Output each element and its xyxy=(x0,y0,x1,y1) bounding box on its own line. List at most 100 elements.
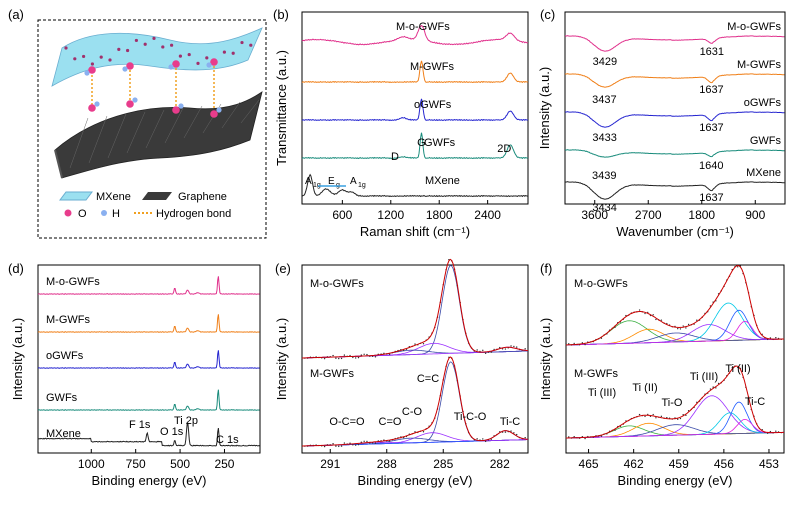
ftir-series-label: M-GWFs xyxy=(737,59,781,71)
ftir-peak-label: 3429 xyxy=(593,56,617,68)
fit-component xyxy=(566,328,784,346)
data-point xyxy=(335,357,337,359)
data-point xyxy=(709,388,712,390)
x-tick-label: 288 xyxy=(377,457,397,471)
raman-g-label: G xyxy=(417,137,426,149)
data-point xyxy=(363,440,365,443)
data-point xyxy=(414,343,416,345)
data-point xyxy=(504,348,507,350)
graphene-legend-icon xyxy=(142,192,172,200)
data-point xyxy=(323,445,326,448)
c1s-peak-label: O-C=O xyxy=(329,416,365,428)
schematic-frame xyxy=(37,19,267,239)
ftir-peak-label: 3433 xyxy=(592,132,616,144)
ti2p-peak-label: Ti (II) xyxy=(632,382,657,394)
data-point xyxy=(366,353,368,356)
raman-series-label: GWFs xyxy=(424,137,456,149)
data-point xyxy=(677,418,679,420)
data-point xyxy=(354,357,357,359)
data-point xyxy=(490,351,492,353)
graphene-layer xyxy=(54,91,263,179)
panel-label-a: (a) xyxy=(8,7,24,22)
data-point xyxy=(354,444,357,446)
raman-a1g-label-2: A xyxy=(350,176,357,187)
data-point xyxy=(323,357,326,360)
x-axis-label: Raman shift (cm⁻¹) xyxy=(360,224,470,239)
data-point xyxy=(679,328,682,330)
data-point xyxy=(679,417,682,420)
survey-series-label: MXene xyxy=(46,428,81,440)
oxygen-legend-icon xyxy=(64,209,72,217)
data-point xyxy=(644,415,646,418)
data-point xyxy=(501,348,504,350)
c1s-peak-label: Ti-C xyxy=(500,416,520,428)
survey-ti2p-label: Ti 2p xyxy=(174,415,198,427)
x-tick-label: 3600 xyxy=(581,208,608,222)
plot-frame xyxy=(565,264,785,454)
panel-label-e: (e) xyxy=(275,261,291,276)
data-point xyxy=(638,309,641,311)
data-point xyxy=(357,443,360,446)
fit-envelope xyxy=(302,356,529,447)
data-point xyxy=(504,431,507,433)
ftir-peak-label: 1640 xyxy=(699,160,723,172)
data-point xyxy=(565,342,567,345)
data-point xyxy=(343,442,346,444)
legend-hbond: Hydrogen bond xyxy=(156,208,231,220)
xps-survey-plot: 1000 750 500 250 Binding energy (eV) Intensit… xyxy=(10,264,261,488)
plot-frame xyxy=(564,11,786,205)
hydrogen-legend-icon xyxy=(101,210,107,216)
data-point xyxy=(527,348,529,351)
data-point xyxy=(660,319,663,321)
data-point xyxy=(484,352,487,355)
data-point xyxy=(715,387,717,389)
data-point xyxy=(335,445,337,447)
ftir-series-label: MXene xyxy=(746,167,781,179)
schematic-legend: MXene Graphene O H Hydrogen bond xyxy=(59,191,231,220)
data-point xyxy=(614,429,616,431)
fit-component xyxy=(566,412,784,439)
panel-label-d: (d) xyxy=(8,261,24,276)
x-tick-label: 2400 xyxy=(474,208,501,222)
data-point xyxy=(769,337,772,339)
survey-series xyxy=(37,276,260,295)
raman-series xyxy=(301,132,529,160)
data-point xyxy=(340,445,343,447)
data-point xyxy=(647,413,649,416)
data-point xyxy=(516,346,518,348)
ti2p-peak-label: Ti (III) xyxy=(690,371,718,383)
data-point xyxy=(783,337,785,339)
data-point xyxy=(374,442,377,444)
data-point xyxy=(655,318,657,321)
plot-frame xyxy=(301,11,529,205)
x-tick-label: 1800 xyxy=(688,208,715,222)
data-point xyxy=(685,327,687,329)
x-tick-label: 291 xyxy=(320,457,340,471)
x-tick-label: 285 xyxy=(433,457,453,471)
data-point xyxy=(677,327,679,330)
data-point xyxy=(600,435,603,437)
survey-o1s-label: O 1s xyxy=(160,426,184,438)
ti2p-peak-label: Ti (III) xyxy=(588,387,616,399)
data-point xyxy=(685,414,687,417)
raman-series xyxy=(301,173,529,198)
y-axis-label: Intensity (a.u.) xyxy=(537,67,552,149)
survey-f1s-label: F 1s xyxy=(129,419,151,431)
raman-a1g-label: A xyxy=(305,176,312,187)
raman-series-label: M-GWFs xyxy=(410,61,454,73)
data-point xyxy=(769,430,772,433)
survey-series-label: M-o-GWFs xyxy=(46,276,100,288)
survey-series-label: oGWFs xyxy=(46,350,84,362)
y-axis-label: Intensity (a.u.) xyxy=(538,318,553,400)
raman-plot: 600 1200 1800 2400 Raman shift (cm⁻¹) Transmi… xyxy=(274,11,529,239)
fit-envelope xyxy=(566,365,784,439)
survey-series xyxy=(37,350,260,369)
raman-eg-label: E xyxy=(328,176,335,187)
data-point xyxy=(775,430,777,432)
data-point xyxy=(414,431,416,433)
data-point xyxy=(712,386,714,388)
fit-envelope xyxy=(302,258,529,359)
x-tick-label: 1200 xyxy=(377,208,404,222)
molecules xyxy=(84,58,222,118)
x-tick-label: 250 xyxy=(214,457,234,471)
